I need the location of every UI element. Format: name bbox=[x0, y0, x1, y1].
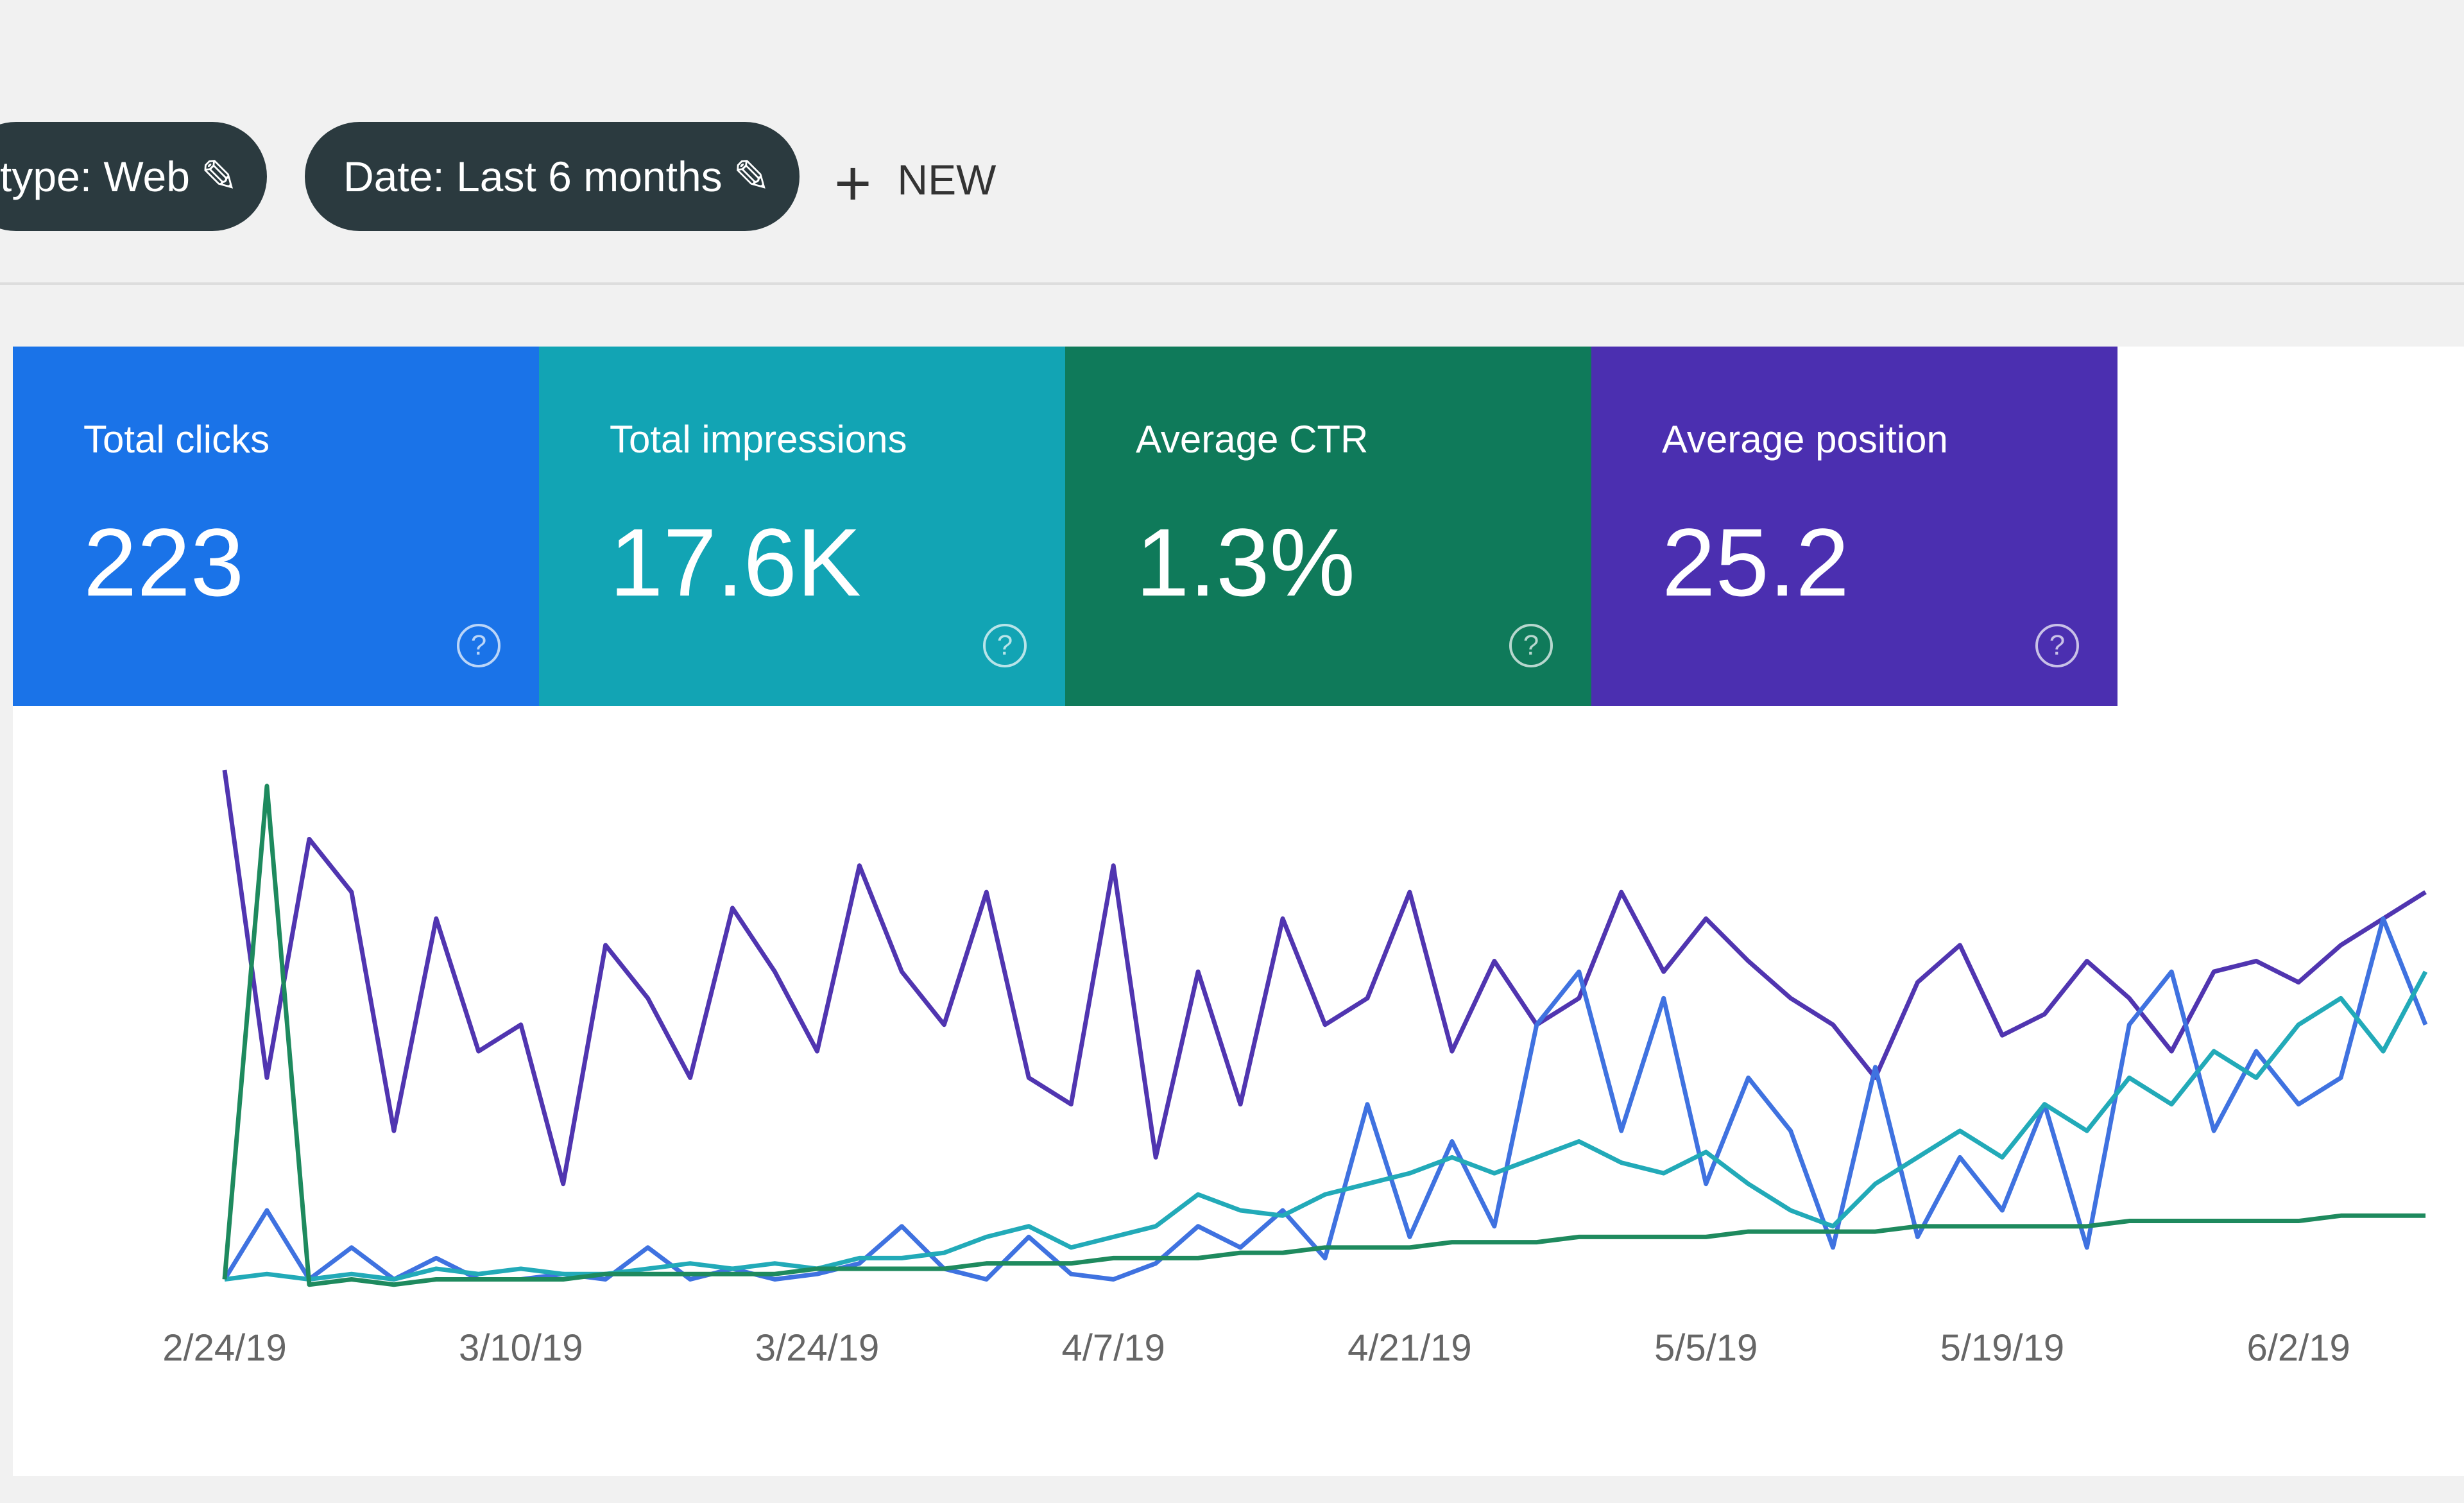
help-icon: ? bbox=[457, 624, 501, 667]
series-line bbox=[222, 769, 2427, 1187]
metric-card[interactable]: Average CTR 1.3%? bbox=[1065, 347, 1591, 706]
metric-value: 25.2 bbox=[1662, 508, 1849, 616]
metric-value: 223 bbox=[83, 508, 244, 616]
help-icon: ? bbox=[2035, 624, 2079, 667]
x-tick-label: 5/19/19 bbox=[1940, 1327, 2065, 1369]
metric-card[interactable]: Average position 25.2? bbox=[1591, 347, 2118, 706]
metric-label: Average CTR bbox=[1136, 418, 1369, 461]
metric-label: Total clicks bbox=[83, 418, 270, 461]
x-tick-label: 3/10/19 bbox=[459, 1327, 583, 1369]
x-tick-label: 2/24/19 bbox=[162, 1327, 287, 1369]
filter-bar: type: Web Date: Last 6 months +NEW bbox=[0, 0, 2464, 285]
series-line bbox=[222, 784, 2426, 1287]
filter-chip[interactable]: type: Web bbox=[0, 122, 267, 231]
x-tick-label: 6/2/19 bbox=[2246, 1327, 2350, 1369]
x-tick-label: 3/24/19 bbox=[755, 1327, 880, 1369]
x-tick-label: 4/21/19 bbox=[1348, 1327, 1472, 1369]
metric-card[interactable]: Total clicks 223? bbox=[13, 347, 539, 706]
help-icon: ? bbox=[1509, 624, 1553, 667]
button-label: NEW bbox=[897, 156, 997, 203]
metric-value: 1.3% bbox=[1136, 508, 1355, 616]
x-tick-label: 5/5/19 bbox=[1654, 1327, 1758, 1369]
performance-panel: Total clicks 223? Total impressions 17.6K? A… bbox=[13, 347, 2464, 1476]
metric-value: 17.6K bbox=[610, 508, 861, 616]
metric-label: Average position bbox=[1662, 418, 1948, 461]
metric-card[interactable]: Total impressions 17.6K? bbox=[539, 347, 1065, 706]
help-icon: ? bbox=[983, 624, 1027, 667]
series-line bbox=[224, 970, 2428, 1282]
new-filter-button[interactable]: + NEW bbox=[834, 147, 997, 219]
metric-label: Total impressions bbox=[610, 418, 907, 461]
filter-chip[interactable]: Date: Last 6 months bbox=[305, 122, 800, 231]
x-tick-label: 4/7/19 bbox=[1062, 1327, 1165, 1369]
